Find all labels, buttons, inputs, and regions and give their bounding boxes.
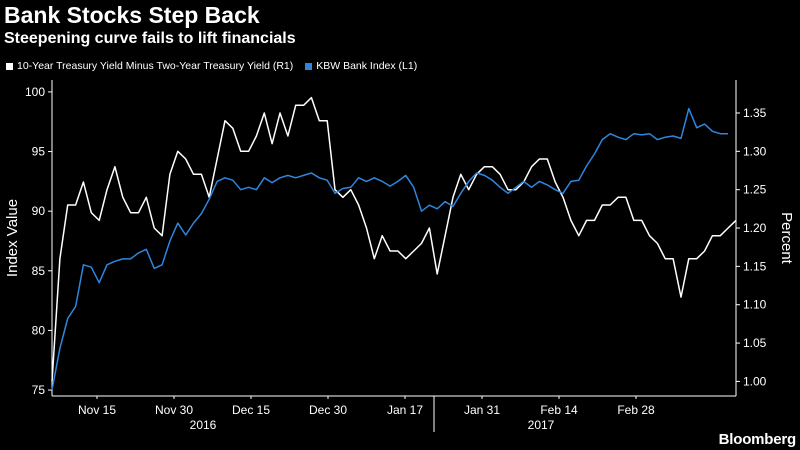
left-tick-label-5: 100 (25, 85, 45, 99)
left-tick-label-0: 75 (32, 383, 46, 397)
legend-item-kbw: KBW Bank Index (L1) (305, 60, 417, 72)
legend-swatch-white (6, 62, 13, 70)
x-tick-label-3: Dec 30 (309, 403, 347, 417)
year-label-2017: 2017 (528, 418, 555, 432)
chart-subtitle: Steepening curve fails to lift financial… (4, 30, 296, 47)
series-line-yield-spread (51, 96, 737, 382)
right-tick-label-1: 1.05 (743, 336, 767, 350)
right-axis-title: Percent (778, 212, 795, 265)
legend-label-kbw: KBW Bank Index (L1) (316, 60, 418, 72)
left-tick-label-2: 85 (32, 264, 46, 278)
x-tick-label-4: Jan 17 (387, 403, 423, 417)
year-label-2016: 2016 (190, 418, 217, 432)
right-tick-label-0: 1.00 (743, 374, 767, 388)
legend-swatch-blue (305, 62, 313, 70)
right-tick-label-5: 1.25 (743, 183, 767, 197)
x-tick-label-0: Nov 15 (78, 403, 116, 417)
x-tick-label-6: Feb 14 (540, 403, 578, 417)
right-tick-label-4: 1.20 (743, 221, 767, 235)
right-tick-label-3: 1.15 (743, 259, 767, 273)
right-tick-label-7: 1.35 (743, 106, 767, 120)
x-tick-label-7: Feb 28 (617, 403, 655, 417)
bloomberg-logo: Bloomberg (718, 431, 797, 448)
left-tick-label-3: 90 (32, 204, 46, 218)
legend-label-spread: 10-Year Treasury Yield Minus Two-Year Tr… (17, 60, 294, 72)
chart-title: Bank Stocks Step Back (4, 2, 260, 28)
right-tick-label-6: 1.30 (743, 144, 767, 158)
x-tick-label-1: Nov 30 (155, 403, 193, 417)
series-line-kbw-bank-index (51, 107, 729, 391)
right-tick-label-2: 1.10 (743, 298, 767, 312)
legend-item-spread: 10-Year Treasury Yield Minus Two-Year Tr… (6, 60, 293, 72)
x-tick-label-2: Dec 15 (232, 403, 270, 417)
left-tick-label-4: 95 (32, 145, 46, 159)
legend: 10-Year Treasury Yield Minus Two-Year Tr… (6, 60, 429, 72)
left-axis-title: Index Value (4, 199, 21, 277)
x-tick-label-5: Jan 31 (464, 403, 500, 417)
left-tick-label-1: 80 (32, 323, 46, 337)
